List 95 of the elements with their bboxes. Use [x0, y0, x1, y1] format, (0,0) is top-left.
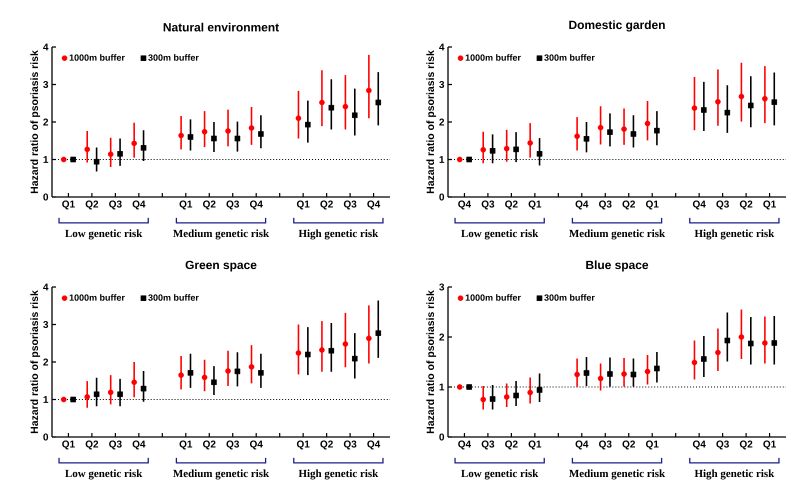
x-tick-label: Q3: [716, 440, 729, 450]
text: High genetic risk: [298, 229, 378, 240]
y-tick-label: 3: [43, 320, 48, 328]
x-tick-label: Q3: [344, 200, 356, 210]
x-tick-label: Q1: [646, 440, 659, 450]
text: High genetic risk: [694, 229, 774, 240]
y-tick-label: 2: [439, 118, 444, 126]
x-tick-label: Q2: [622, 440, 635, 450]
y-tick-label: 0: [43, 433, 48, 441]
text: Low genetic risk: [461, 469, 538, 480]
x-tick-label: Q1: [62, 440, 75, 450]
x-tick-label: Q1: [180, 200, 192, 210]
y-tick-label: 3: [43, 80, 48, 88]
x-tick-label: Q4: [692, 200, 706, 210]
y-tick-label: 0: [43, 193, 48, 201]
y-axis-title: Hazard ratio of psoriasis risk: [426, 50, 436, 194]
x-tick-label: Q2: [320, 200, 333, 210]
legend-label: 300m buffer: [148, 294, 199, 301]
y-tick-label: 3: [439, 283, 444, 291]
y-tick-label: 1: [440, 384, 444, 390]
y-axis-title: Hazard ratio of psoriasis risk: [30, 290, 40, 434]
x-tick-label: Q1: [646, 200, 659, 210]
chart-title: Natural environment: [164, 22, 279, 32]
y-tick-label: 1: [440, 156, 444, 163]
x-tick-label: Q4: [367, 440, 380, 450]
y-tick-label: 3: [439, 80, 444, 88]
x-tick-label: Q4: [250, 200, 263, 210]
x-tick-label: Q3: [716, 200, 729, 210]
legend-label: 1000m buffer: [466, 54, 521, 61]
x-tick-label: Q1: [763, 200, 776, 210]
text: Low genetic risk: [461, 229, 538, 240]
x-tick-label: Q3: [599, 200, 612, 210]
x-tick-label: Q4: [458, 440, 472, 450]
x-tick-label: Q1: [763, 440, 776, 450]
x-tick-label: Q4: [132, 200, 146, 210]
y-axis-title: Hazard ratio of psoriasis risk: [30, 50, 40, 194]
x-tick-label: Q3: [482, 200, 494, 210]
x-tick-label: Q4: [367, 200, 380, 210]
x-tick-label: Q3: [226, 200, 240, 210]
text: High genetic risk: [694, 469, 774, 480]
x-tick-label: Q2: [203, 440, 216, 450]
chart-title: Blue space: [586, 260, 648, 272]
x-tick-label: Q3: [109, 200, 122, 210]
legend-label: 300m buffer: [544, 294, 595, 301]
x-tick-label: Q3: [599, 440, 612, 450]
x-tick-label: Q4: [692, 440, 706, 450]
y-axis-title: Hazard ratio of psoriasis risk: [426, 290, 436, 434]
text: Low genetic risk: [65, 229, 142, 240]
x-tick-label: Q2: [86, 440, 98, 450]
y-tick-label: 4: [43, 44, 48, 50]
x-tick-label: Q2: [740, 440, 752, 450]
x-tick-label: Q4: [576, 440, 588, 450]
x-tick-label: Q3: [344, 440, 356, 450]
chart-title: Green space: [186, 260, 256, 272]
x-tick-label: Q3: [109, 440, 122, 450]
x-tick-label: Q4: [458, 200, 472, 210]
x-tick-label: Q2: [505, 440, 518, 450]
legend-label: 1000m buffer: [466, 294, 521, 301]
x-tick-label: Q2: [622, 200, 635, 210]
x-tick-label: Q2: [740, 200, 752, 210]
x-tick-label: Q2: [320, 440, 333, 450]
chart-title: Domestic garden: [569, 20, 665, 32]
x-tick-label: Q1: [528, 200, 542, 210]
legend-label: 300m buffer: [148, 54, 199, 61]
text: Medium genetic risk: [173, 229, 270, 240]
y-tick-label: 4: [43, 284, 48, 290]
text: Medium genetic risk: [569, 229, 666, 240]
text: High genetic risk: [298, 469, 378, 480]
y-tick-label: 2: [439, 334, 444, 340]
x-tick-label: Q3: [482, 440, 494, 450]
text: Medium genetic risk: [569, 469, 666, 480]
x-tick-label: Q1: [528, 440, 542, 450]
x-tick-label: Q4: [132, 440, 146, 450]
legend-label: 1000m buffer: [70, 294, 125, 301]
x-tick-label: Q4: [250, 440, 263, 450]
x-tick-label: Q1: [180, 440, 192, 450]
y-tick-label: 1: [44, 156, 48, 163]
x-tick-label: Q2: [86, 200, 98, 210]
x-tick-label: Q4: [576, 200, 588, 210]
x-tick-label: Q2: [505, 200, 518, 210]
text: Medium genetic risk: [173, 469, 270, 480]
x-tick-label: Q1: [296, 440, 310, 450]
x-tick-label: Q3: [226, 440, 240, 450]
x-tick-label: Q2: [203, 200, 216, 210]
legend-label: 1000m buffer: [70, 54, 125, 61]
y-tick-label: 2: [43, 358, 48, 366]
x-tick-label: Q1: [62, 200, 75, 210]
y-tick-label: 2: [43, 118, 48, 126]
y-tick-label: 4: [439, 44, 444, 50]
y-tick-label: 0: [439, 193, 444, 201]
y-tick-label: 1: [44, 396, 48, 403]
x-tick-label: Q1: [296, 200, 310, 210]
legend-label: 300m buffer: [544, 54, 595, 61]
y-tick-label: 0: [439, 433, 444, 441]
text: Low genetic risk: [65, 469, 142, 480]
